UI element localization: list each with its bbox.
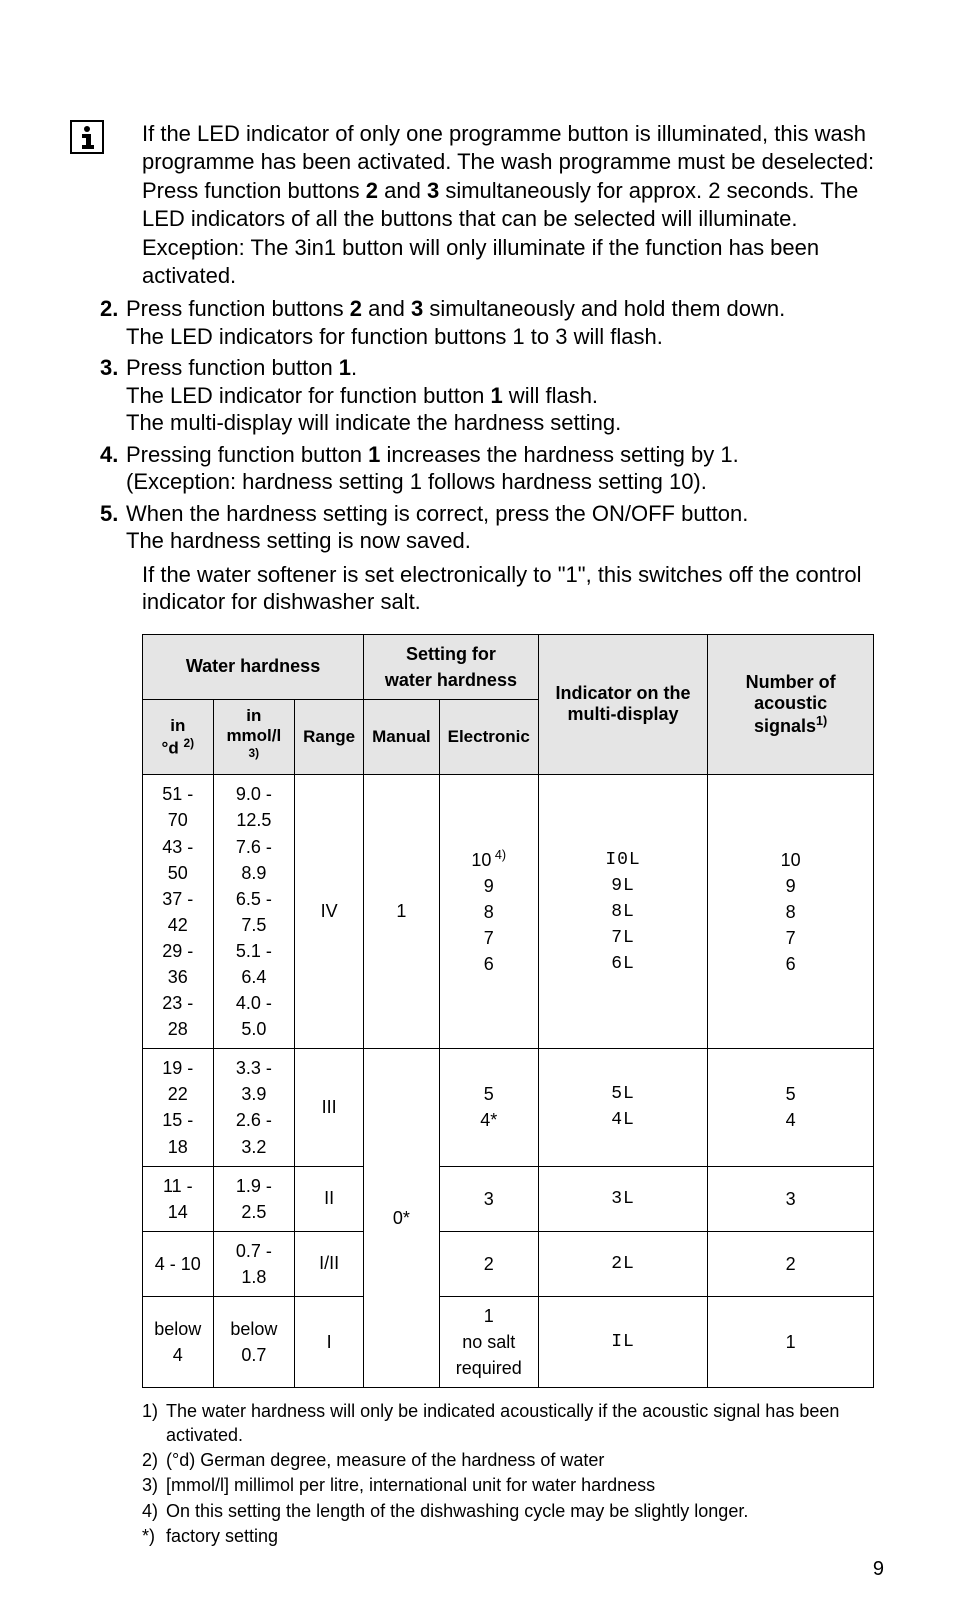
table-cell: 5 4* xyxy=(439,1049,538,1166)
th-setting-for: Setting for water hardness xyxy=(364,634,539,699)
step-line: The multi-display will indicate the hard… xyxy=(126,409,884,437)
th-range: Range xyxy=(295,699,364,775)
step: 4.Pressing function button 1 increases t… xyxy=(100,441,884,496)
table-cell: 51 - 70 43 - 50 37 - 42 29 - 36 23 - 28 xyxy=(143,775,214,1049)
footnote-text: (°d) German degree, measure of the hardn… xyxy=(166,1449,884,1472)
table-cell: 10 4) 9 8 7 6 xyxy=(439,775,538,1049)
step: 3.Press function button 1.The LED indica… xyxy=(100,354,884,437)
table-cell: I0L 9L 8L 7L 6L xyxy=(538,775,707,1049)
table-cell: 1 no salt required xyxy=(439,1297,538,1388)
th-in-d: in °d 2) xyxy=(143,699,214,775)
th-number-of: Number of acoustic signals1) xyxy=(708,634,874,775)
table-cell: 5L 4L xyxy=(538,1049,707,1166)
after-steps-p1: If the water softener is set electronica… xyxy=(142,561,884,616)
th-manual: Manual xyxy=(364,699,440,775)
table-cell: 11 - 14 xyxy=(143,1166,214,1231)
table-cell: 3 xyxy=(439,1166,538,1231)
step-line: When the hardness setting is correct, pr… xyxy=(126,500,884,528)
footnotes: 1)The water hardness will only be indica… xyxy=(142,1400,884,1548)
step-body: Press function buttons 2 and 3 simultane… xyxy=(126,295,884,350)
th-in-mmol: in mmol/l 3) xyxy=(213,699,295,775)
step-line: The hardness setting is now saved. xyxy=(126,527,884,555)
table-row: below 4below 0.7I 1 no salt requiredIL1 xyxy=(143,1297,874,1388)
table-cell: 3.3 - 3.9 2.6 - 3.2 xyxy=(213,1049,295,1166)
footnote-text: factory setting xyxy=(166,1525,884,1548)
step: 2.Press function buttons 2 and 3 simulta… xyxy=(100,295,884,350)
table-cell: II xyxy=(295,1166,364,1231)
after-steps: If the water softener is set electronica… xyxy=(142,561,884,616)
table-row: 4 - 100.7 - 1.8I/II 22L2 xyxy=(143,1231,874,1296)
step-number: 2. xyxy=(100,295,126,350)
step-line: (Exception: hardness setting 1 follows h… xyxy=(126,468,884,496)
table-cell: 9.0 - 12.5 7.6 - 8.9 6.5 - 7.5 5.1 - 6.4… xyxy=(213,775,295,1049)
footnote-num: *) xyxy=(142,1525,166,1548)
table-row: 51 - 70 43 - 50 37 - 42 29 - 36 23 - 289… xyxy=(143,775,874,1049)
th-water-hardness: Water hardness xyxy=(143,634,364,699)
table-cell: I xyxy=(295,1297,364,1388)
table-cell: 5 4 xyxy=(708,1049,874,1166)
info-p3: Exception: The 3in1 button will only ill… xyxy=(142,234,884,289)
table-cell: IL xyxy=(538,1297,707,1388)
table-cell: 10 9 8 7 6 xyxy=(708,775,874,1049)
table-cell: below 0.7 xyxy=(213,1297,295,1388)
table-row: 11 - 141.9 - 2.5II 33L3 xyxy=(143,1166,874,1231)
step-number: 3. xyxy=(100,354,126,437)
step-line: Pressing function button 1 increases the… xyxy=(126,441,884,469)
table-cell: 2L xyxy=(538,1231,707,1296)
page: If the LED indicator of only one program… xyxy=(0,0,954,1601)
info-text: If the LED indicator of only one program… xyxy=(142,120,884,289)
footnote-text: [mmol/l] millimol per litre, internation… xyxy=(166,1474,884,1497)
footnote: 3)[mmol/l] millimol per litre, internati… xyxy=(142,1474,884,1497)
th-electronic: Electronic xyxy=(439,699,538,775)
table-cell: I/II xyxy=(295,1231,364,1296)
info-icon xyxy=(70,120,104,154)
table-cell: 3 xyxy=(708,1166,874,1231)
step-line: The LED indicators for function buttons … xyxy=(126,323,884,351)
hardness-table: Water hardness Setting for water hardnes… xyxy=(142,634,874,1389)
footnote: 2)(°d) German degree, measure of the har… xyxy=(142,1449,884,1472)
footnote-text: On this setting the length of the dishwa… xyxy=(166,1500,884,1523)
footnote-num: 2) xyxy=(142,1449,166,1472)
footnote: *) factory setting xyxy=(142,1525,884,1548)
table-cell: 2 xyxy=(439,1231,538,1296)
table-cell: 19 - 22 15 - 18 xyxy=(143,1049,214,1166)
steps-list: 2.Press function buttons 2 and 3 simulta… xyxy=(100,295,884,555)
step-number: 4. xyxy=(100,441,126,496)
footnote-num: 3) xyxy=(142,1474,166,1497)
hardness-table-wrap: Water hardness Setting for water hardnes… xyxy=(142,634,874,1389)
page-number: 9 xyxy=(873,1558,884,1581)
step-number: 5. xyxy=(100,500,126,555)
footnote: 1)The water hardness will only be indica… xyxy=(142,1400,884,1447)
table-cell: 1.9 - 2.5 xyxy=(213,1166,295,1231)
footnote: 4)On this setting the length of the dish… xyxy=(142,1500,884,1523)
footnote-text: The water hardness will only be indicate… xyxy=(166,1400,884,1447)
table-cell: 3L xyxy=(538,1166,707,1231)
footnote-num: 4) xyxy=(142,1500,166,1523)
th-indicator: Indicator on the multi-display xyxy=(538,634,707,775)
table-cell: IV xyxy=(295,775,364,1049)
table-row: 19 - 22 15 - 183.3 - 3.9 2.6 - 3.2III0*5… xyxy=(143,1049,874,1166)
step-body: Press function button 1.The LED indicato… xyxy=(126,354,884,437)
table-cell: 0.7 - 1.8 xyxy=(213,1231,295,1296)
step-body: Pressing function button 1 increases the… xyxy=(126,441,884,496)
table-cell: 2 xyxy=(708,1231,874,1296)
table-cell: 4 - 10 xyxy=(143,1231,214,1296)
step-body: When the hardness setting is correct, pr… xyxy=(126,500,884,555)
info-p1: If the LED indicator of only one program… xyxy=(142,120,884,175)
step: 5.When the hardness setting is correct, … xyxy=(100,500,884,555)
table-cell: 1 xyxy=(708,1297,874,1388)
table-cell: 1 xyxy=(364,775,440,1049)
info-p2: Press function buttons 2 and 3 simultane… xyxy=(142,177,884,232)
table-cell: III xyxy=(295,1049,364,1166)
table-cell: 0* xyxy=(364,1049,440,1388)
step-line: Press function buttons 2 and 3 simultane… xyxy=(126,295,884,323)
table-cell: below 4 xyxy=(143,1297,214,1388)
step-line: The LED indicator for function button 1 … xyxy=(126,382,884,410)
step-line: Press function button 1. xyxy=(126,354,884,382)
footnote-num: 1) xyxy=(142,1400,166,1447)
